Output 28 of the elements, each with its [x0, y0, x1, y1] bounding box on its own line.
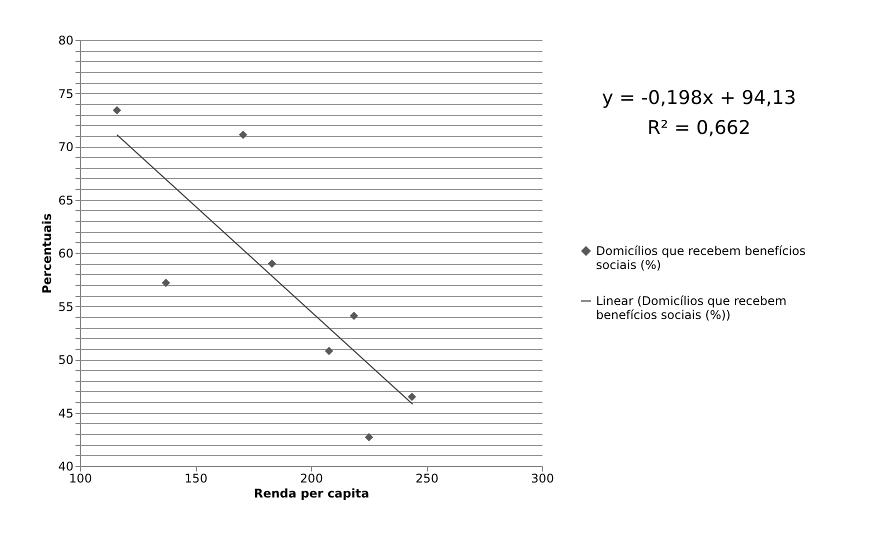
x-tick-label: 150: [184, 472, 208, 486]
text: y = -0,198x + 94,13: [602, 87, 796, 109]
point: [324, 346, 334, 356]
point: [350, 312, 358, 320]
y-tick-label: 40: [58, 460, 74, 474]
point: [238, 130, 248, 139]
x-axis-title: Renda per capita: [254, 486, 370, 500]
legend-label: Domicílios que recebem benefícios sociais (%): [596, 244, 806, 272]
y-tick-label: 80: [58, 34, 74, 48]
y-tick-label: 55: [58, 300, 74, 314]
point: [268, 259, 276, 268]
y-tick-label: 65: [58, 193, 74, 208]
y-tick-label: 50: [58, 353, 74, 367]
y-tick-label: 75: [58, 86, 74, 101]
legend-label: Linear (Domicílios que recebem benefícios sociais (%)): [596, 294, 787, 322]
y-tick-label: 70: [58, 140, 74, 154]
x-tick-label: 250: [416, 472, 438, 486]
point: [408, 392, 416, 401]
y-tick-label: 45: [58, 406, 74, 420]
x-tick-label: 300: [531, 472, 554, 486]
point: [364, 433, 374, 442]
point: [112, 106, 122, 114]
text: R² = 0,662: [647, 117, 751, 139]
x-tick-label: 100: [69, 472, 92, 486]
y-tick-label: 60: [58, 246, 74, 260]
x-tick-label: 200: [300, 472, 323, 486]
y-axis-title: Percentuais: [40, 213, 54, 294]
point: [162, 278, 170, 288]
